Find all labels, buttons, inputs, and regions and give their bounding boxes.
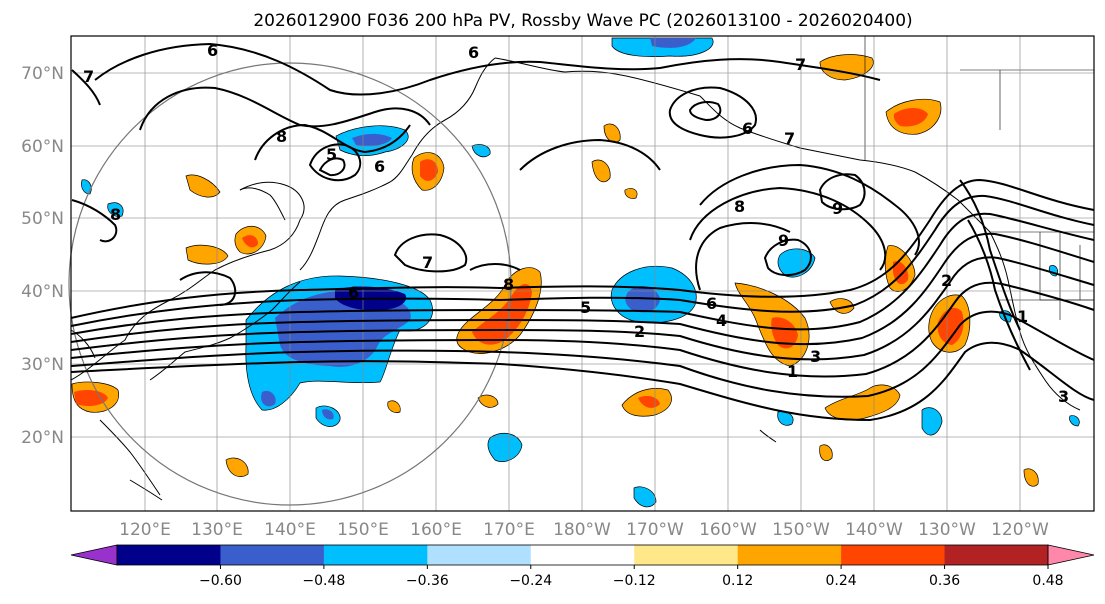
lat-label-20n: 20°N xyxy=(21,428,64,448)
contour-label: 5 xyxy=(580,298,591,317)
lon-label-130e: 130°E xyxy=(191,520,243,540)
lat-label-30n: 30°N xyxy=(21,355,64,375)
colorbar-segment xyxy=(220,545,325,565)
contour-label: 4 xyxy=(716,311,727,330)
colorbar: −0.60 −0.48 −0.36 −0.24 −0.12 0.12 0.24 0.36 0.4… xyxy=(70,544,1095,589)
colorbar-segment xyxy=(530,545,635,565)
colorbar-extend-min xyxy=(70,544,118,566)
lon-label-130w: 130°W xyxy=(918,520,976,540)
colorbar-tick-label: 0.12 xyxy=(722,573,753,589)
lon-label-140e: 140°E xyxy=(264,520,316,540)
contour-label: 9 xyxy=(832,199,843,218)
colorbar-segment xyxy=(737,545,842,565)
longitude-labels: 120°E 130°E 140°E 150°E 160°E 170°E 180°… xyxy=(119,520,1049,540)
contour-label: 7 xyxy=(422,253,433,272)
contour-label: 6 xyxy=(348,283,359,302)
lon-label-160w: 160°W xyxy=(699,520,757,540)
colorbar-segment xyxy=(117,545,221,565)
colorbar-segment xyxy=(427,545,532,565)
colorbar-tick-label: −0.24 xyxy=(509,573,552,589)
negative-anomaly-north xyxy=(611,37,714,57)
reference-circle xyxy=(68,62,512,506)
map-panel: 6 7 8 6 6 7 6 7 8 9 9 7 8 5 2 6 4 3 1 2 … xyxy=(68,35,1095,512)
lon-label-170e: 170°E xyxy=(483,520,535,540)
colorbar-segments xyxy=(117,545,1049,565)
contour-label: 6 xyxy=(207,41,218,60)
lon-label-120w: 120°W xyxy=(991,520,1049,540)
latitude-labels: 70°N 60°N 50°N 40°N 30°N 20°N xyxy=(21,64,64,448)
lat-lon-gridlines xyxy=(71,36,1094,511)
contour-label: 1 xyxy=(787,362,798,381)
colorbar-tick-label: −0.48 xyxy=(302,573,345,589)
colorbar-tick-label: 0.48 xyxy=(1032,573,1063,589)
lat-label-40n: 40°N xyxy=(21,282,64,302)
contour-label: 7 xyxy=(795,55,806,74)
contour-label: 6 xyxy=(742,119,753,138)
contour-labels: 6 7 8 6 6 7 6 7 8 9 9 7 8 5 2 6 4 3 1 2 … xyxy=(83,41,1069,406)
lat-label-70n: 70°N xyxy=(21,64,64,84)
lon-label-180w: 180°W xyxy=(553,520,611,540)
lon-label-170w: 170°W xyxy=(626,520,684,540)
colorbar-tick-label: 0.36 xyxy=(929,573,960,589)
pv-anomaly-fills xyxy=(71,37,1080,508)
colorbar-extend-max xyxy=(1047,544,1095,566)
colorbar-ticks: −0.60 −0.48 −0.36 −0.24 −0.12 0.12 0.24 0.36 0.4… xyxy=(199,565,1064,589)
positive-anomaly-alaska xyxy=(819,54,942,135)
contour-label: 7 xyxy=(784,129,795,148)
colorbar-tick-label: −0.36 xyxy=(406,573,449,589)
colorbar-segment xyxy=(841,545,946,565)
lon-label-120e: 120°E xyxy=(119,520,171,540)
contour-label: 2 xyxy=(941,271,952,290)
map-frame xyxy=(70,35,1095,512)
contour-label: 8 xyxy=(110,205,121,224)
contour-label: 5 xyxy=(326,145,337,164)
pv-contours xyxy=(70,42,1095,422)
lat-label-50n: 50°N xyxy=(21,209,64,229)
colorbar-tick-label: −0.60 xyxy=(199,573,242,589)
contour-label: 8 xyxy=(734,197,745,216)
colorbar-frame xyxy=(116,544,1049,566)
lon-label-160e: 160°E xyxy=(410,520,462,540)
lon-label-150e: 150°E xyxy=(337,520,389,540)
contour-label: 3 xyxy=(1058,387,1069,406)
contour-label: 3 xyxy=(810,347,821,366)
negative-anomaly-central-pacific xyxy=(81,179,1080,508)
colorbar-segment xyxy=(323,545,428,565)
colorbar-segment xyxy=(944,545,1049,565)
colorbar-tick-label: 0.24 xyxy=(826,573,857,589)
contour-label: 6 xyxy=(374,157,385,176)
colorbar-tick-label: −0.12 xyxy=(613,573,656,589)
lon-label-150w: 150°W xyxy=(772,520,830,540)
contour-label: 8 xyxy=(503,275,514,294)
lon-label-140w: 140°W xyxy=(845,520,903,540)
contour-label: 6 xyxy=(468,43,479,62)
colorbar-segment xyxy=(634,545,739,565)
contour-label: 2 xyxy=(634,322,645,341)
contour-label: 9 xyxy=(778,231,789,250)
contour-label: 7 xyxy=(83,67,94,86)
contour-label: 6 xyxy=(706,294,717,313)
contour-label: 1 xyxy=(1017,307,1028,326)
lat-label-60n: 60°N xyxy=(21,137,64,157)
figure-title: 2026012900 F036 200 hPa PV, Rossby Wave … xyxy=(253,11,912,31)
contour-label: 8 xyxy=(276,127,287,146)
